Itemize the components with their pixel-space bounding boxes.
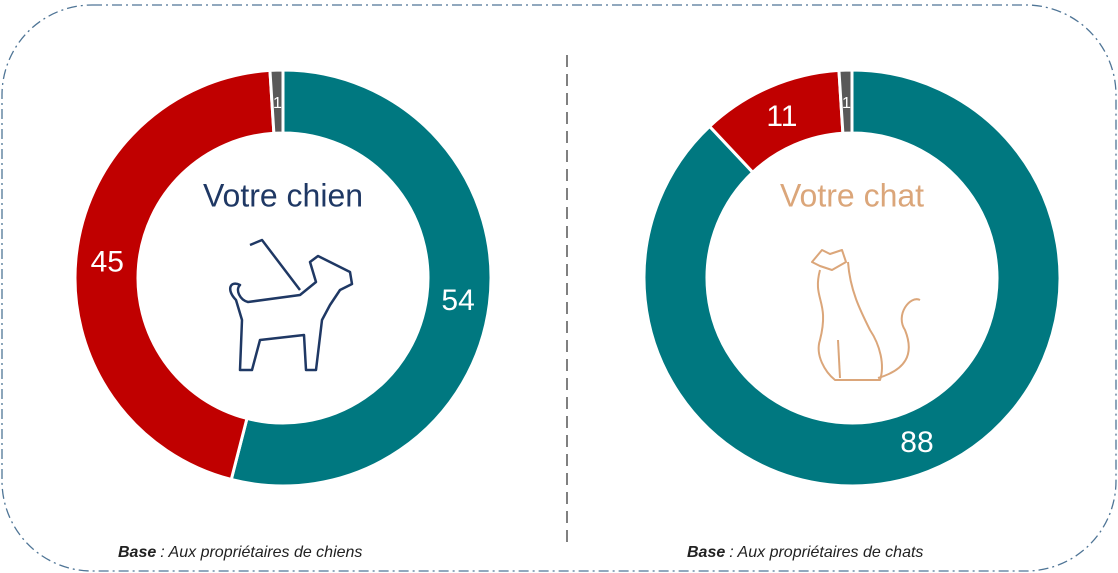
donut-slice — [837, 68, 854, 135]
donut-slice — [229, 68, 493, 488]
frame — [1, 4, 1117, 572]
footnote-text: : Aux propriétaires de chiens — [160, 544, 362, 561]
donut-slice — [73, 68, 276, 482]
footnote-label: Base — [118, 544, 156, 561]
donut-title: Votre chien — [203, 177, 363, 213]
donut-slice — [268, 68, 285, 135]
cat-icon — [811, 249, 921, 381]
data-label: 1 — [273, 95, 282, 112]
data-label: 45 — [91, 245, 124, 278]
data-label: 1 — [842, 95, 851, 112]
footnote: Base: Aux propriétaires de chats — [687, 544, 923, 561]
donut-title: Votre chat — [780, 177, 924, 213]
data-label: 11 — [766, 100, 797, 133]
data-label: 54 — [441, 284, 474, 317]
footnote-text: : Aux propriétaires de chats — [729, 544, 923, 561]
donut-slice — [642, 68, 1062, 488]
footnote: Base: Aux propriétaires de chiens — [118, 544, 362, 561]
dog-icon — [228, 238, 354, 372]
footnote-label: Base — [687, 544, 725, 561]
data-label: 88 — [900, 426, 933, 459]
